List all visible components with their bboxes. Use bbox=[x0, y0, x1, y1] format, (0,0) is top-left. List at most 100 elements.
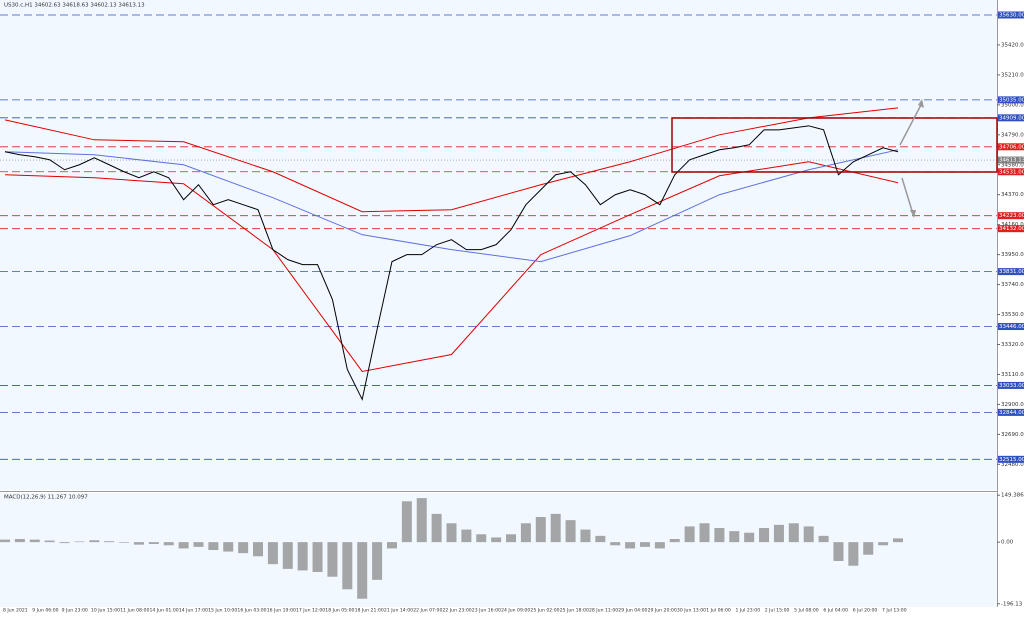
level-tag bbox=[998, 323, 1024, 331]
y-tick-label: 34790.00 bbox=[1001, 132, 1024, 138]
macd-bar bbox=[178, 542, 189, 549]
level-tag bbox=[998, 455, 1024, 463]
x-tick-label: 25 Jun 02:00 bbox=[530, 608, 559, 614]
level-tag bbox=[998, 225, 1024, 233]
y-tick-label: 33110.00 bbox=[1001, 372, 1024, 378]
range-box bbox=[671, 117, 998, 173]
macd-bar bbox=[893, 538, 903, 543]
macd-bar bbox=[357, 542, 368, 599]
level-label: 33831.00 bbox=[999, 269, 1024, 275]
level-label: 34706.00 bbox=[999, 144, 1024, 150]
x-tick-label: 18 Jun 21:00 bbox=[355, 608, 384, 614]
x-tick-label: 9 Jun 06:00 bbox=[32, 608, 58, 614]
macd-bar bbox=[550, 513, 561, 543]
y-tick-label: 33740.00 bbox=[1001, 282, 1024, 288]
x-tick-label: 9 Jun 23:00 bbox=[62, 608, 88, 614]
x-tick-label: 22 Jun 23:00 bbox=[443, 608, 472, 614]
macd-bar bbox=[669, 539, 680, 543]
macd-bar bbox=[625, 542, 636, 549]
x-tick-label: 11 Jun 08:00 bbox=[120, 608, 149, 614]
level-label: 32844.00 bbox=[999, 410, 1024, 416]
macd-bar bbox=[267, 542, 278, 565]
x-tick-label: 2 Jul 15:00 bbox=[765, 608, 790, 614]
arrow-down-head bbox=[910, 210, 916, 218]
macd-bar bbox=[714, 528, 725, 543]
macd-tick-label: -196.13 bbox=[1001, 601, 1023, 607]
macd-bar bbox=[461, 529, 472, 543]
level-tag bbox=[998, 96, 1024, 104]
x-tick-label: 15 Jun 10:00 bbox=[208, 608, 237, 614]
y-tick-label: 32480.00 bbox=[1001, 462, 1024, 468]
level-label: 32515.00 bbox=[999, 457, 1024, 463]
chart-title: US30.c,H1 34602.63 34618.63 34602.13 346… bbox=[4, 3, 145, 9]
x-tick-label: 30 Jun 13:00 bbox=[677, 608, 706, 614]
macd-bar bbox=[759, 528, 770, 543]
x-tick-label: 6 Jul 20:00 bbox=[853, 608, 878, 614]
level-label: 35035.00 bbox=[999, 97, 1024, 103]
current-price-tag bbox=[998, 156, 1024, 164]
macd-bar bbox=[297, 542, 308, 571]
macd-bar bbox=[148, 542, 159, 545]
macd-bar bbox=[833, 542, 844, 561]
y-tick-label: 33320.00 bbox=[1001, 342, 1024, 348]
macd-label: MACD(12,26,9) 11.267 10.097 bbox=[4, 495, 88, 501]
macd-bar bbox=[729, 531, 740, 543]
macd-bar bbox=[803, 526, 814, 543]
x-tick-label: 5 Jul 08:00 bbox=[794, 608, 819, 614]
level-label: 33446.00 bbox=[999, 324, 1024, 330]
macd-bar bbox=[104, 541, 115, 543]
macd-bar bbox=[773, 524, 784, 543]
macd-tick-label: 0.00 bbox=[1001, 540, 1014, 546]
level-label: 34531.00 bbox=[999, 169, 1024, 175]
level-tag bbox=[998, 168, 1024, 176]
arrow-down bbox=[901, 177, 914, 215]
price-pane bbox=[0, 0, 997, 490]
macd-bar bbox=[744, 532, 755, 543]
x-tick-label: 16 Jun 03:00 bbox=[237, 608, 266, 614]
level-label: 34909.00 bbox=[999, 115, 1024, 121]
macd-bar bbox=[74, 541, 85, 543]
x-tick-label: 18 Jun 05:00 bbox=[325, 608, 354, 614]
macd-bar bbox=[29, 539, 40, 543]
macd-bar bbox=[163, 542, 174, 546]
macd-bar bbox=[238, 542, 249, 554]
level-label: 35630.00 bbox=[999, 12, 1024, 18]
level-label: 34223.00 bbox=[999, 213, 1024, 219]
x-tick-label: 14 Jun 17:00 bbox=[179, 608, 208, 614]
x-tick-label: 29 Jun 20:00 bbox=[648, 608, 677, 614]
macd-bar bbox=[506, 534, 517, 543]
macd-bar bbox=[342, 542, 353, 590]
x-tick-label: 6 Jul 04:00 bbox=[823, 608, 848, 614]
x-tick-label: 21 Jun 14:00 bbox=[384, 608, 413, 614]
macd-bar bbox=[654, 542, 665, 549]
macd-bar bbox=[431, 513, 442, 543]
x-tick-label: 25 Jun 18:00 bbox=[560, 608, 589, 614]
macd-bar bbox=[610, 542, 621, 546]
macd-bar bbox=[520, 523, 531, 543]
macd-bar bbox=[14, 539, 25, 543]
macd-bar bbox=[282, 542, 293, 569]
y-tick-label: 33530.00 bbox=[1001, 312, 1024, 318]
indicator-line bbox=[4, 107, 899, 213]
level-tag bbox=[998, 212, 1024, 220]
macd-bar bbox=[401, 501, 412, 543]
y-tick-label: 32900.00 bbox=[1001, 402, 1024, 408]
macd-bar bbox=[119, 542, 130, 543]
macd-bar bbox=[565, 520, 576, 543]
y-tick-label: 35210.00 bbox=[1001, 72, 1024, 78]
macd-bar bbox=[476, 534, 487, 543]
macd-bar bbox=[327, 542, 338, 577]
current-price-label: 34613.13 bbox=[999, 158, 1024, 164]
x-tick-label: 17 Jun 12:00 bbox=[296, 608, 325, 614]
macd-bar bbox=[878, 542, 889, 546]
macd-bar bbox=[595, 535, 606, 543]
y-tick-label: 32690.00 bbox=[1001, 432, 1024, 438]
macd-bar bbox=[372, 542, 383, 580]
macd-bar bbox=[223, 542, 234, 552]
macd-bar bbox=[0, 539, 10, 543]
x-tick-label: 14 Jun 01:00 bbox=[150, 608, 179, 614]
macd-bar bbox=[863, 542, 874, 555]
y-tick-label: 33950.00 bbox=[1001, 252, 1024, 258]
macd-bar bbox=[133, 542, 144, 545]
